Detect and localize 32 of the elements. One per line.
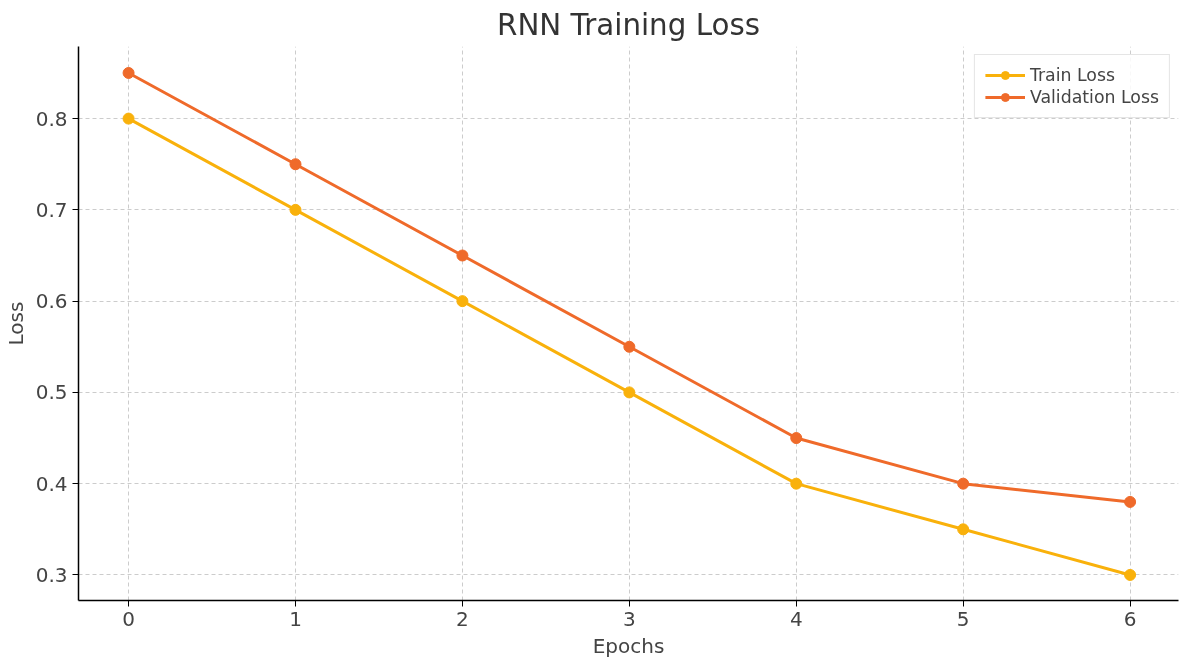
- point: [957, 477, 970, 490]
- point: [1124, 495, 1137, 508]
- point: [790, 477, 803, 490]
- y-tick-label: 0.3: [35, 562, 68, 587]
- x-tick-label: 6: [1123, 606, 1137, 631]
- legend-label: Validation Loss: [1029, 87, 1159, 107]
- x-tick-label: 1: [289, 606, 302, 631]
- y-tick-label: 0.5: [35, 380, 68, 405]
- point: [1124, 568, 1137, 581]
- point: [456, 249, 469, 262]
- x-tick-label: 5: [956, 606, 970, 631]
- y-axis-title: Loss: [3, 301, 28, 346]
- point: [456, 295, 469, 308]
- legend-label: Train Loss: [1029, 65, 1115, 85]
- chart-title: RNN Training Loss: [497, 7, 760, 42]
- x-tick-label: 3: [622, 606, 636, 631]
- point: [122, 66, 135, 79]
- point: [623, 340, 636, 353]
- point: [790, 432, 803, 445]
- y-tick-label: 0.7: [35, 197, 68, 222]
- point: [623, 386, 636, 399]
- point: [122, 112, 135, 125]
- y-tick-label: 0.4: [35, 471, 68, 496]
- y-tick-label: 0.8: [35, 106, 68, 131]
- point: [957, 523, 970, 536]
- point: [289, 158, 302, 171]
- y-tick-label: 0.6: [35, 289, 68, 314]
- x-axis-title: Epochs: [592, 633, 665, 658]
- x-tick-label: 2: [456, 606, 469, 631]
- x-tick-label: 0: [122, 606, 135, 631]
- x-tick-label: 4: [789, 606, 803, 631]
- point: [289, 203, 302, 216]
